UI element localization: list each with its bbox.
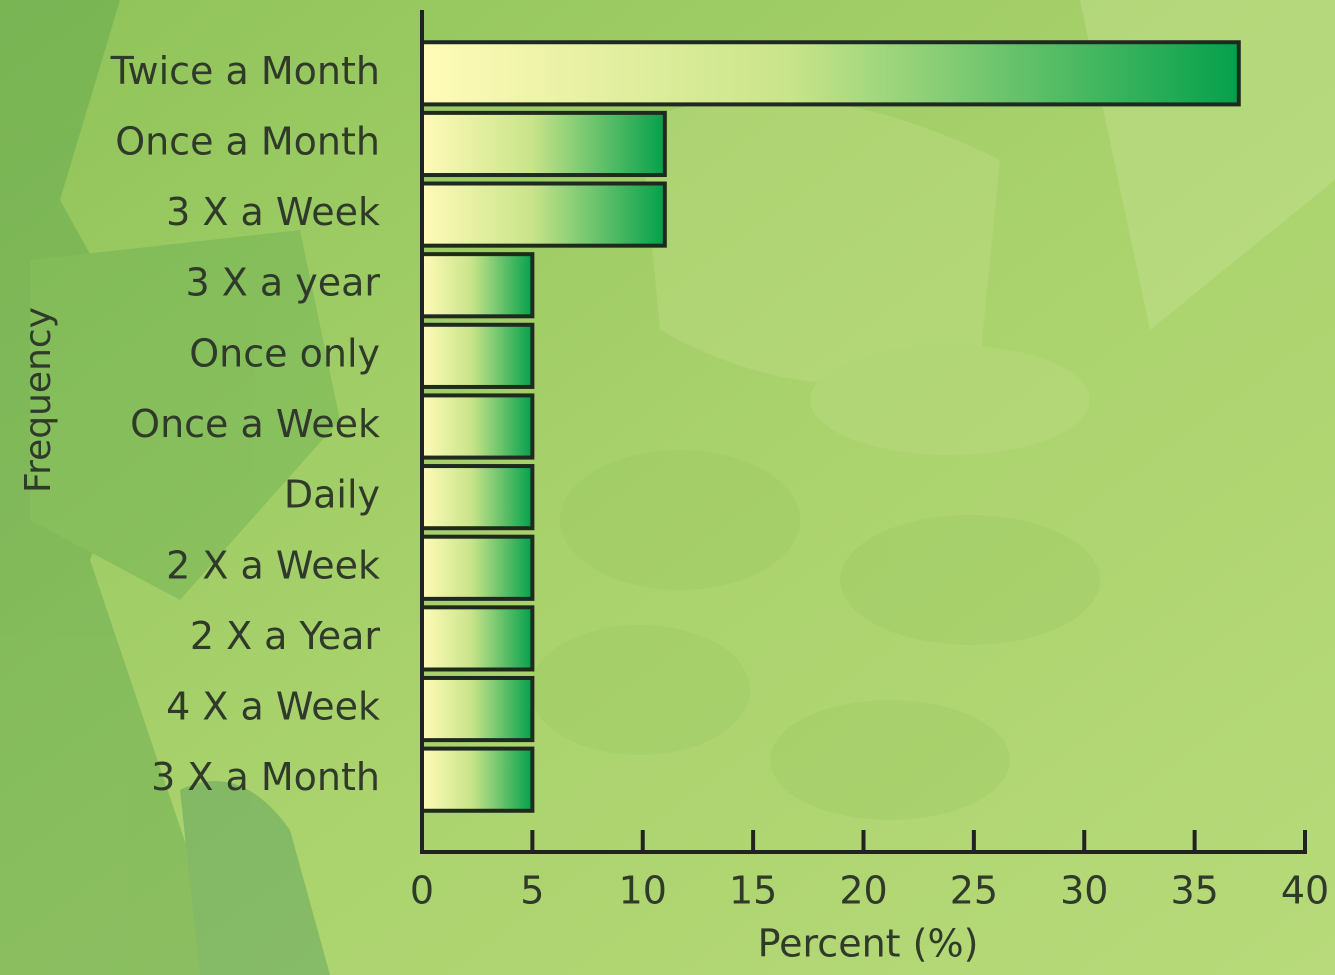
y-tick-label: 3 X a Month [151,755,380,799]
bar [422,749,532,811]
x-axis-label: Percent (%) [758,922,979,966]
x-tick-label: 0 [410,869,434,913]
chart: Frequency Percent (%) Twice a Month Once … [0,0,1335,975]
bar [422,42,1239,104]
x-tick-label: 35 [1170,869,1218,913]
bar [422,466,532,528]
y-tick-label: 4 X a Week [166,685,380,729]
y-tick-label: Once a Week [130,402,380,446]
y-axis-label: Frequency [18,307,59,493]
y-tick-label: 2 X a Week [166,543,380,587]
bar [422,537,532,599]
y-tick-label: 2 X a Year [190,614,381,658]
y-tick-label: Daily [284,473,380,517]
x-tick-label: 30 [1060,869,1108,913]
y-tick-label: Once only [189,331,380,375]
x-tick-label: 20 [839,869,887,913]
bar [422,113,665,175]
x-tick-label: 10 [619,869,667,913]
bar [422,325,532,387]
bar [422,395,532,457]
bar [422,184,665,246]
y-tick-label: Twice a Month [110,49,380,93]
x-tick-label: 15 [729,869,777,913]
x-tick-label: 25 [950,869,998,913]
bar [422,254,532,316]
y-tick-label: Once a Month [115,119,380,163]
y-tick-label: 3 X a Week [166,190,380,234]
x-tick-label: 40 [1281,869,1329,913]
bar [422,678,532,740]
x-tick-label: 5 [520,869,544,913]
y-tick-label: 3 X a year [185,261,380,305]
bar [422,607,532,669]
